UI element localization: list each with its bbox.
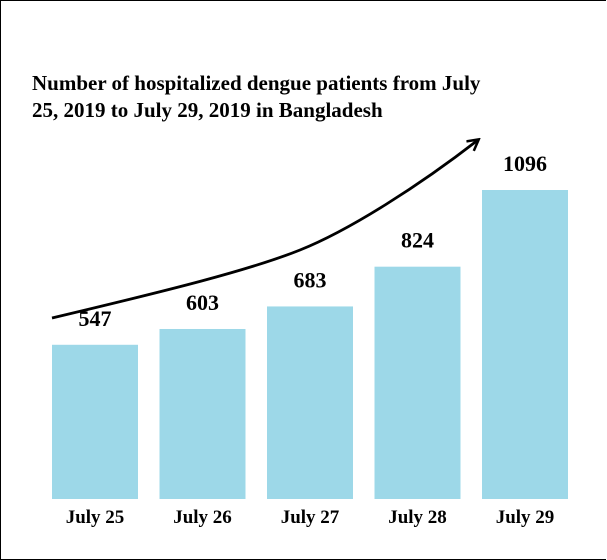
- trend-arrow: [51, 140, 478, 320]
- x-tick-label: July 27: [281, 507, 340, 528]
- bar-july-28: [374, 266, 461, 499]
- bar-july-27: [267, 306, 353, 499]
- chart-title-line-1: Number of hospitalized dengue patients f…: [32, 71, 481, 95]
- data-labels-group: 547 603 683 824 1096: [79, 151, 548, 331]
- x-tick-label: July 26: [173, 507, 232, 528]
- x-tick-labels-group: July 25 July 26 July 27 July 28 July 29: [66, 507, 555, 528]
- x-tick-label: July 28: [388, 507, 447, 528]
- bar-july-26: [159, 328, 246, 499]
- data-label: 683: [294, 267, 327, 292]
- bars-group: [52, 190, 568, 499]
- data-label: 547: [79, 306, 112, 331]
- chart-title: Number of hospitalized dengue patients f…: [32, 70, 607, 124]
- x-tick-label: July 25: [66, 507, 125, 528]
- data-label: 824: [401, 228, 434, 253]
- data-label: 603: [186, 290, 219, 315]
- x-tick-label: July 29: [496, 507, 555, 528]
- bar-july-29: [482, 190, 568, 499]
- bar-july-25: [52, 344, 138, 499]
- chart-title-line-2: 25, 2019 to July 29, 2019 in Bangladesh: [32, 98, 383, 122]
- data-label: 1096: [503, 151, 547, 176]
